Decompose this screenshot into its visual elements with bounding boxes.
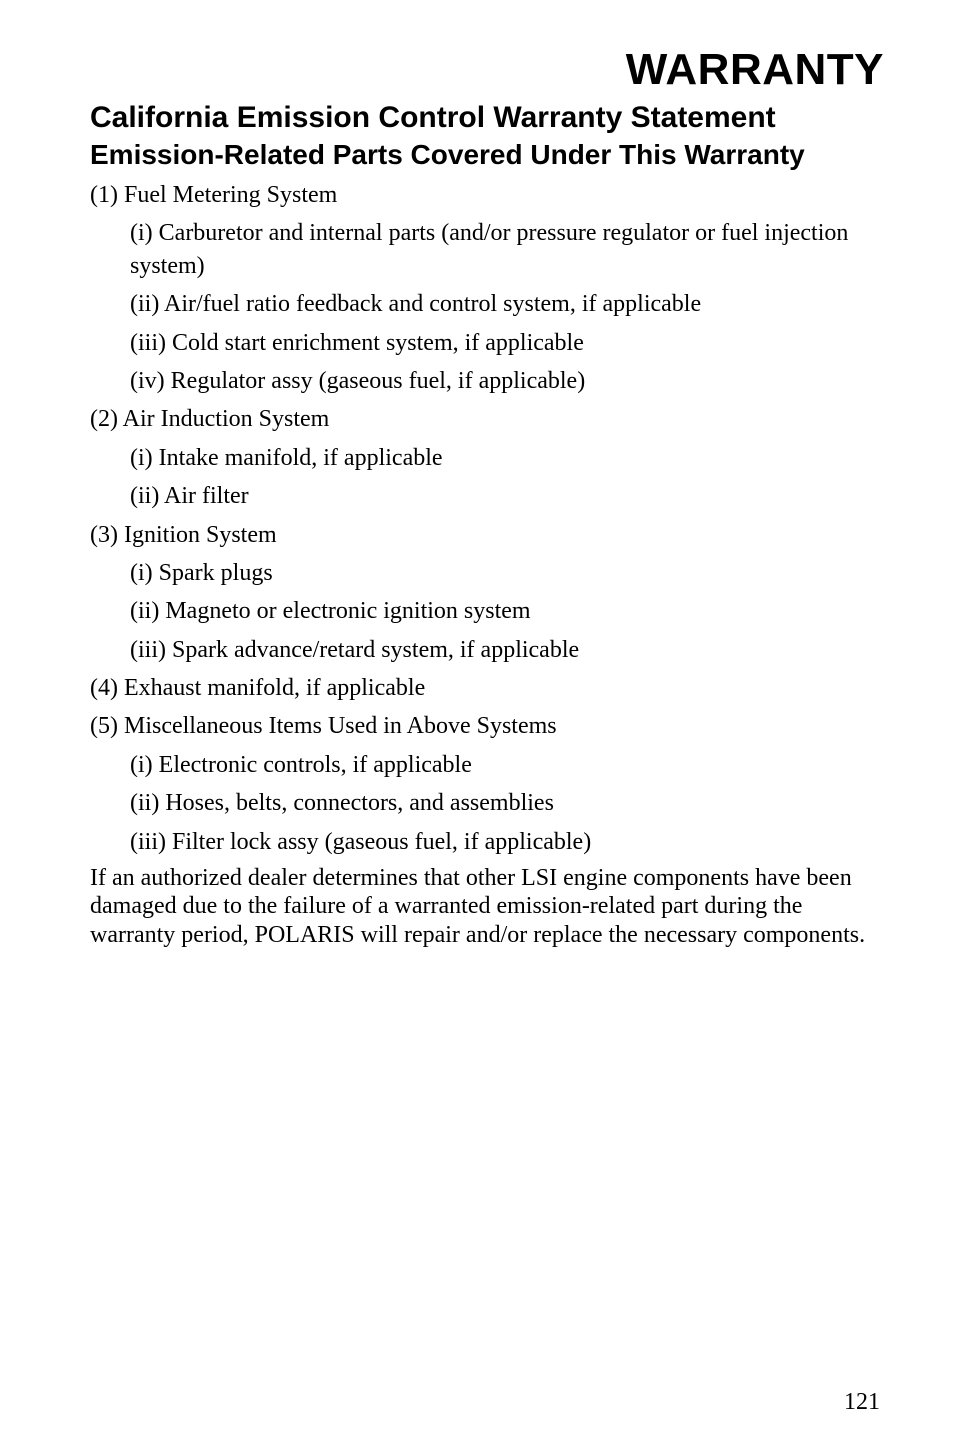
- list-subitem: (ii) Air/fuel ratio feedback and control…: [130, 288, 884, 320]
- warranty-parts-list: (1) Fuel Metering System (i) Carburetor a…: [90, 179, 884, 858]
- subsection-heading: Emission-Related Parts Covered Under Thi…: [90, 139, 884, 171]
- list-subitem: (iii) Filter lock assy (gaseous fuel, if…: [130, 826, 884, 858]
- list-item: (3) Ignition System: [90, 519, 884, 551]
- list-subitem: (i) Carburetor and internal parts (and/o…: [130, 217, 884, 282]
- list-item: (4) Exhaust manifold, if applicable: [90, 672, 884, 704]
- section-heading: California Emission Control Warranty Sta…: [90, 101, 884, 135]
- list-subitem: (ii) Hoses, belts, connectors, and assem…: [130, 787, 884, 819]
- list-subitem: (i) Electronic controls, if applicable: [130, 749, 884, 781]
- page-title: WARRANTY: [90, 45, 884, 95]
- list-subitem: (iii) Spark advance/retard system, if ap…: [130, 634, 884, 666]
- list-subitem: (ii) Magneto or electronic ignition syst…: [130, 595, 884, 627]
- list-item: (2) Air Induction System: [90, 403, 884, 435]
- list-subitem: (iv) Regulator assy (gaseous fuel, if ap…: [130, 365, 884, 397]
- list-item: (5) Miscellaneous Items Used in Above Sy…: [90, 710, 884, 742]
- list-subitem: (iii) Cold start enrichment system, if a…: [130, 327, 884, 359]
- list-subitem: (i) Spark plugs: [130, 557, 884, 589]
- closing-paragraph: If an authorized dealer determines that …: [90, 864, 884, 949]
- list-subitem: (ii) Air filter: [130, 480, 884, 512]
- list-subitem: (i) Intake manifold, if applicable: [130, 442, 884, 474]
- list-item: (1) Fuel Metering System: [90, 179, 884, 211]
- page-number: 121: [844, 1389, 880, 1416]
